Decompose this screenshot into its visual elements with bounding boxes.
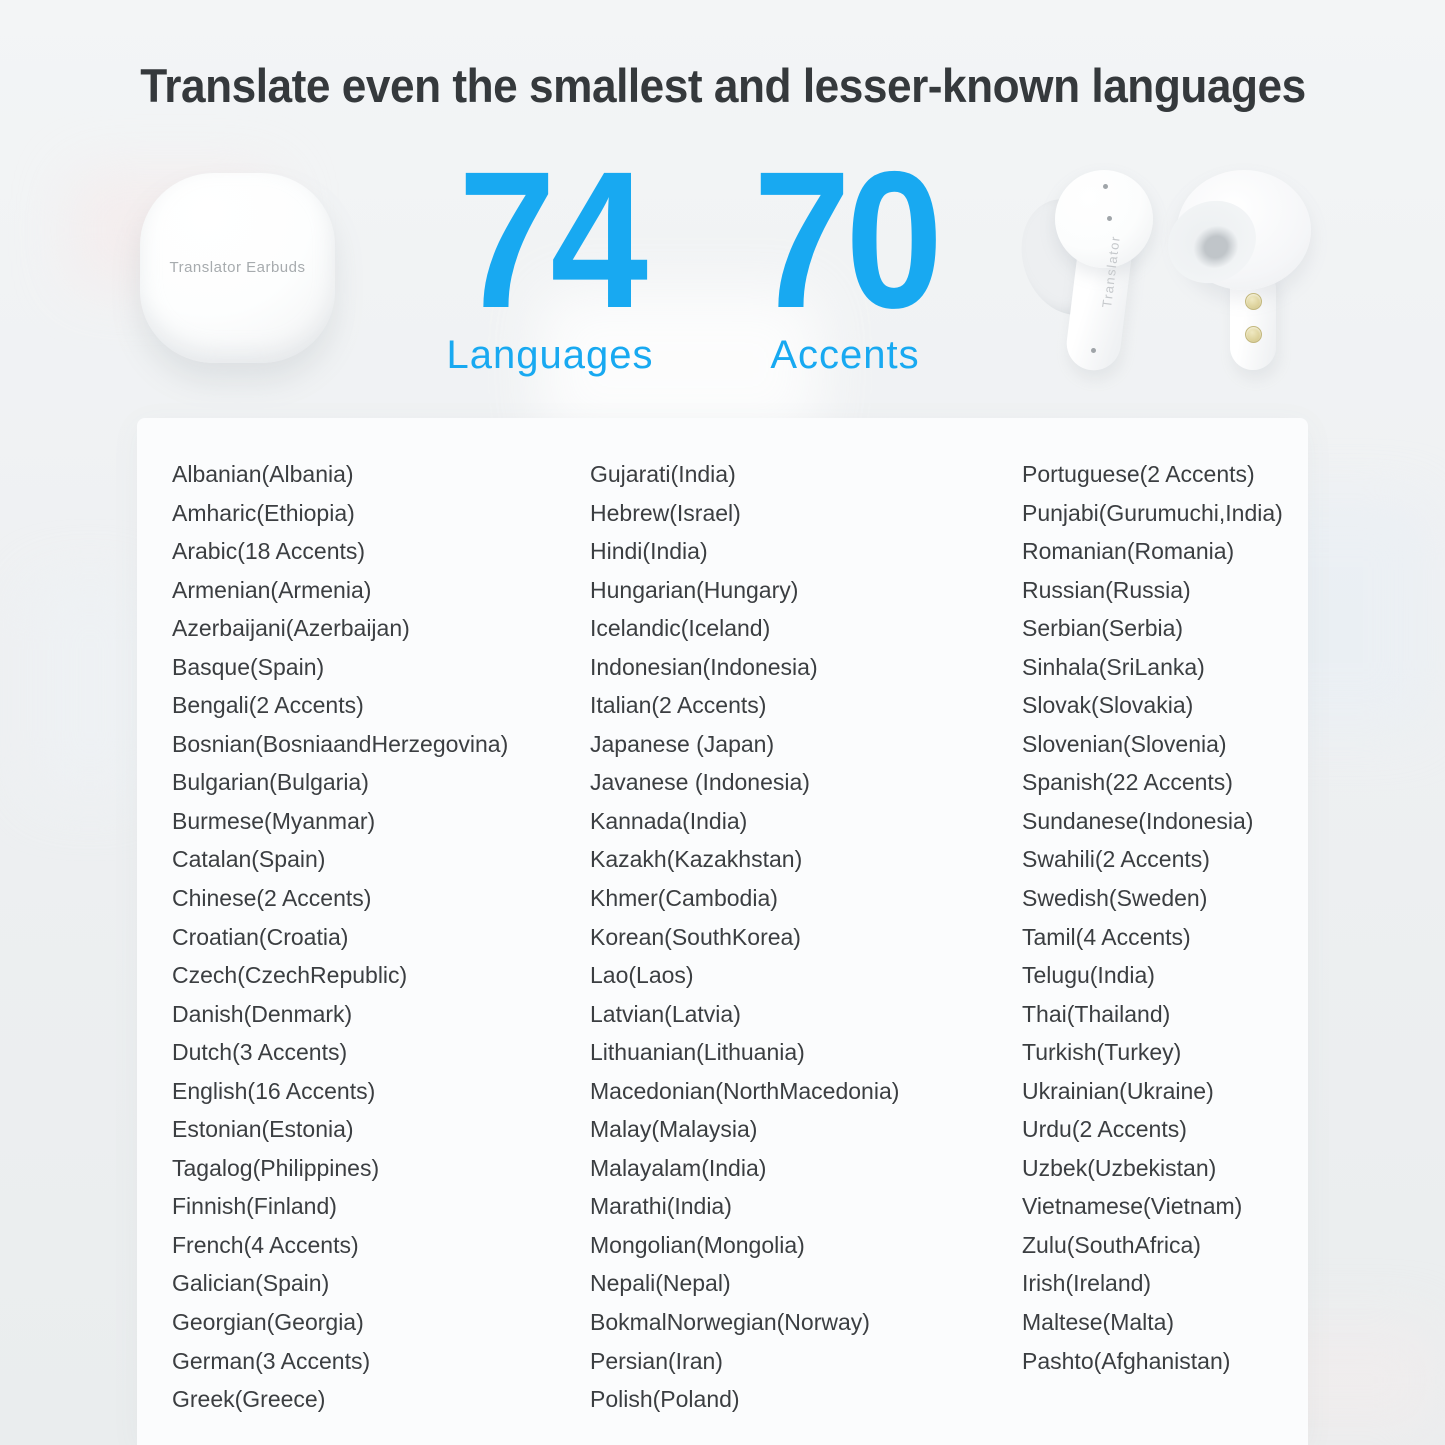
language-list-item: Czech(CzechRepublic) — [172, 962, 408, 989]
language-list-item: Malayalam(India) — [590, 1154, 767, 1181]
language-list-item: Dutch(3 Accents) — [172, 1039, 348, 1066]
language-list-item: Estonian(Estonia) — [172, 1116, 354, 1143]
earbud-mic-dot — [1103, 184, 1108, 189]
language-list-item: Javanese (Indonesia) — [590, 769, 810, 796]
language-list-item: Irish(Ireland) — [1022, 1270, 1152, 1297]
language-list-item: Burmese(Myanmar) — [172, 807, 376, 834]
page-title: Translate even the smallest and lesser-k… — [0, 60, 1445, 112]
language-list-item: Bosnian(BosniaandHerzegovina) — [172, 730, 509, 757]
language-list-item: Finnish(Finland) — [172, 1193, 337, 1220]
language-list-item: Malay(Malaysia) — [590, 1116, 758, 1143]
language-list-item: Persian(Iran) — [590, 1347, 723, 1374]
language-list-item: BokmalNorwegian(Norway) — [590, 1309, 870, 1336]
language-list-item: Zulu(SouthAfrica) — [1022, 1231, 1201, 1258]
language-list-item: Punjabi(Gurumuchi,India) — [1022, 499, 1283, 526]
earbud-mic-dot — [1107, 216, 1112, 221]
language-list-item: Portuguese(2 Accents) — [1022, 461, 1255, 487]
language-list-item: Danish(Denmark) — [172, 1000, 353, 1027]
language-list-item: Romanian(Romania) — [1022, 538, 1235, 565]
language-list-item: Croatian(Croatia) — [172, 923, 349, 950]
language-list-item: Ukrainian(Ukraine) — [1022, 1077, 1214, 1104]
language-list-item: Slovenian(Slovenia) — [1022, 730, 1227, 757]
stat-accents-label: Accents — [770, 333, 920, 377]
language-list-item: Chinese(2 Accents) — [172, 885, 372, 912]
stat-languages: 74 Languages — [420, 131, 680, 377]
language-list-item: Kazakh(Kazakhstan) — [590, 846, 803, 873]
language-list-item: Italian(2 Accents) — [590, 692, 767, 719]
language-list-item: Japanese (Japan) — [590, 730, 775, 757]
language-list-item: Amharic(Ethiopia) — [172, 499, 355, 526]
language-column-3: Portuguese(2 Accents) Punjabi(Gurumuchi,I… — [1022, 455, 1302, 1419]
stat-accents: 70 Accents — [715, 131, 975, 377]
language-column-1: Albanian(Albania) Amharic(Ethiopia) Arabic… — [172, 455, 590, 1419]
language-list-item: Marathi(India) — [590, 1193, 732, 1220]
case-label: Translator Earbuds — [169, 259, 306, 276]
language-list-item: Gujarati(India) — [590, 461, 736, 487]
language-list-item: Basque(Spain) — [172, 653, 325, 680]
language-list-item: Hindi(India) — [590, 538, 708, 565]
language-list-item: Georgian(Georgia) — [172, 1309, 364, 1336]
language-list-item: Polish(Poland) — [590, 1386, 740, 1413]
language-list-item: Arabic(18 Accents) — [172, 538, 366, 565]
language-list-item: Greek(Greece) — [172, 1386, 326, 1413]
charging-case-image: Translator Earbuds — [140, 173, 335, 363]
language-list-item: Sinhala(SriLanka) — [1022, 653, 1205, 680]
charging-contact-pin — [1245, 293, 1262, 310]
page-title-text: Translate even the smallest and lesser-k… — [139, 59, 1306, 112]
language-list-item: Serbian(Serbia) — [1022, 615, 1184, 642]
language-list-item: Turkish(Turkey) — [1022, 1039, 1182, 1066]
language-list-item: Telugu(India) — [1022, 962, 1155, 989]
language-list-item: Catalan(Spain) — [172, 846, 326, 873]
language-list-item: Azerbaijani(Azerbaijan) — [172, 615, 410, 642]
language-list-item: Lithuanian(Lithuania) — [590, 1039, 805, 1066]
background-flag-ghost — [30, 580, 150, 800]
language-list-item: Spanish(22 Accents) — [1022, 769, 1233, 796]
language-list-item: Kannada(India) — [590, 807, 748, 834]
language-list-item: Slovak(Slovakia) — [1022, 692, 1194, 719]
language-list-item: French(4 Accents) — [172, 1231, 359, 1258]
language-list-item: Maltese(Malta) — [1022, 1309, 1175, 1336]
language-list-item: Indonesian(Indonesia) — [590, 653, 818, 680]
stat-languages-value: 74 — [457, 131, 648, 349]
language-list-item: Nepali(Nepal) — [590, 1270, 731, 1297]
language-list-item: Armenian(Armenia) — [172, 576, 372, 603]
language-list-card: Albanian(Albania) Amharic(Ethiopia) Arabic… — [137, 418, 1308, 1445]
language-list-item: Bulgarian(Bulgaria) — [172, 769, 369, 796]
language-column-2: Gujarati(India) Hebrew(Israel) Hindi(India… — [590, 455, 1022, 1419]
language-list-item: Hebrew(Israel) — [590, 499, 741, 526]
language-list-item: Urdu(2 Accents) — [1022, 1116, 1187, 1143]
language-list-item: Swedish(Sweden) — [1022, 885, 1208, 912]
language-list-item: German(3 Accents) — [172, 1347, 371, 1374]
language-list-item: Albanian(Albania) — [172, 461, 354, 487]
language-list-item: English(16 Accents) — [172, 1077, 376, 1104]
language-list-item: Sundanese(Indonesia) — [1022, 807, 1254, 834]
charging-contact-pin — [1245, 326, 1262, 343]
earbuds-image: Translator — [1007, 168, 1330, 398]
language-list-item: Galician(Spain) — [172, 1270, 330, 1297]
language-list-item: Tamil(4 Accents) — [1022, 923, 1191, 950]
language-list-item: Swahili(2 Accents) — [1022, 846, 1210, 873]
language-list-item: Tagalog(Philippines) — [172, 1154, 380, 1181]
language-list-item: Uzbek(Uzbekistan) — [1022, 1154, 1217, 1181]
language-list-item: Korean(SouthKorea) — [590, 923, 801, 950]
language-list-item: Khmer(Cambodia) — [590, 885, 778, 912]
stat-languages-label: Languages — [446, 333, 654, 377]
stat-accents-value: 70 — [752, 131, 943, 349]
language-list-item: Russian(Russia) — [1022, 576, 1191, 603]
language-list-item: Hungarian(Hungary) — [590, 576, 799, 603]
language-list-item: Pashto(Afghanistan) — [1022, 1347, 1231, 1374]
language-list-item: Icelandic(Iceland) — [590, 615, 771, 642]
language-list-item: Latvian(Latvia) — [590, 1000, 741, 1027]
language-list-item: Vietnamese(Vietnam) — [1022, 1193, 1243, 1220]
language-list-item: Mongolian(Mongolia) — [590, 1231, 805, 1258]
language-list-item: Lao(Laos) — [590, 962, 694, 989]
language-list-item: Bengali(2 Accents) — [172, 692, 364, 719]
earbud-mic-dot — [1091, 348, 1096, 353]
language-list-item: Thai(Thailand) — [1022, 1000, 1171, 1027]
language-columns: Albanian(Albania) Amharic(Ethiopia) Arabic… — [137, 418, 1308, 1419]
language-list-item: Macedonian(NorthMacedonia) — [590, 1077, 900, 1104]
